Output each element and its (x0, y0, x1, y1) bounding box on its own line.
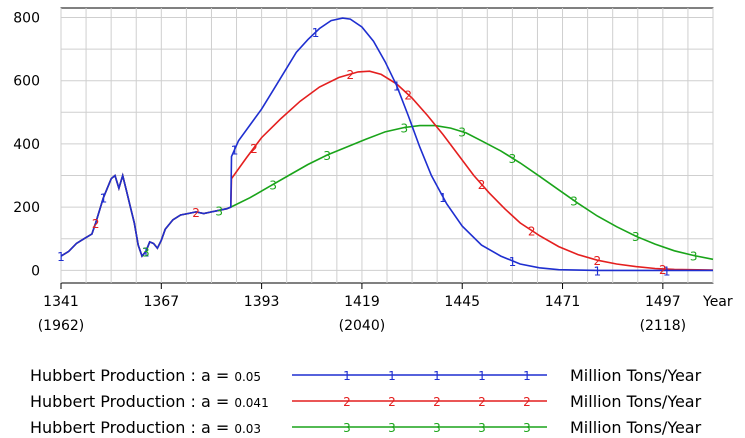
series-1-marker: 1 (663, 264, 671, 278)
legend-swatch-2: 2 2 2 2 2 (292, 395, 547, 409)
series-2-marker: 2 (478, 178, 486, 192)
legend-marker: 2 (523, 395, 531, 409)
series-2-marker: 2 (250, 142, 258, 156)
y-tick-label: 600 (13, 74, 40, 90)
series-1-marker: 1 (509, 255, 517, 269)
x-tick-label: 1341 (43, 294, 79, 310)
series-2-marker: 2 (404, 89, 412, 103)
y-tick-label: 400 (13, 137, 40, 153)
legend-marker: 2 (478, 395, 486, 409)
legend-swatch-3: 3 3 3 3 3 (292, 421, 547, 435)
legend-marker: 3 (523, 421, 531, 435)
legend-marker: 3 (478, 421, 486, 435)
legend-marker: 2 (343, 395, 351, 409)
x-tick-label: 1367 (143, 294, 179, 310)
legend-unit-3: Million Tons/Year (570, 417, 702, 437)
legend-label-2: Hubbert Production : a = (30, 391, 235, 411)
series-3-marker: 3 (458, 126, 466, 140)
series-2-marker: 2 (659, 263, 667, 277)
legend-marker: 1 (478, 369, 486, 383)
legend-marker: 2 (433, 395, 441, 409)
x-tick-label: 1445 (444, 294, 480, 310)
series-2-marker: 2 (528, 225, 536, 239)
y-tick-label: 200 (13, 200, 40, 216)
series-1-marker: 1 (231, 144, 239, 158)
grid (60, 8, 714, 283)
series-1-marker: 1 (439, 191, 447, 205)
series-3-marker: 3 (142, 245, 150, 259)
legend-marker: 1 (388, 369, 396, 383)
series-1-marker: 1 (593, 264, 601, 278)
legend-label-3: Hubbert Production : a = (30, 417, 235, 437)
series-line-1 (60, 17, 713, 272)
legend-marker: 1 (433, 369, 441, 383)
series-1-marker: 1 (57, 250, 65, 264)
x-tick-label: 1393 (244, 294, 280, 310)
legend-row-1: Hubbert Production : a = 0.05 1 1 1 1 1 Mill… (30, 364, 701, 386)
x-axis-label: Year (702, 294, 733, 310)
legend-marker: 3 (343, 421, 351, 435)
x-tick-label: 1419 (344, 294, 380, 310)
x-tick-label: 1471 (545, 294, 581, 310)
y-axis: 0 200 400 600 800 (13, 10, 40, 279)
legend-param-1: 0.05 (234, 369, 262, 384)
series-3-marker: 3 (570, 195, 578, 209)
x-axis: 1341 1367 1393 1419 1445 1471 1497 (1962) (2040)… (38, 283, 686, 334)
legend-swatch-1: 1 1 1 1 1 (292, 369, 547, 383)
series-1-marker: 1 (393, 79, 401, 93)
x-subtick-label: (1962) (38, 318, 85, 334)
series-3-marker: 3 (690, 250, 698, 264)
y-tick-label: 800 (13, 10, 40, 26)
series-3-marker: 3 (509, 152, 517, 166)
series-2-marker: 2 (192, 206, 200, 220)
legend-marker: 3 (388, 421, 396, 435)
series-3-marker: 3 (323, 149, 331, 163)
y-tick-label: 0 (31, 263, 40, 279)
legend-unit-1: Million Tons/Year (570, 365, 702, 385)
legend-row-2: Hubbert Production : a = 0.041 2 2 2 2 2 Mil… (30, 390, 701, 412)
series-1-marker: 1 (100, 192, 108, 206)
legend-row-3: Hubbert Production : a = 0.03 3 3 3 3 3 Mill… (30, 416, 701, 438)
legend-label-1: Hubbert Production : a = (30, 365, 235, 385)
x-subtick-label: (2118) (640, 318, 687, 334)
series-1-marker: 1 (142, 245, 150, 259)
x-tick-label: 1497 (645, 294, 681, 310)
x-subtick-label: (2040) (339, 318, 386, 334)
legend-marker: 2 (388, 395, 396, 409)
series-2-marker: 2 (593, 254, 601, 268)
series-3-marker: 3 (269, 178, 277, 192)
series-lines (60, 17, 714, 272)
series-3-marker: 3 (632, 230, 640, 244)
legend-marker: 1 (523, 369, 531, 383)
legend-param-2: 0.041 (234, 395, 269, 410)
legend-marker: 3 (433, 421, 441, 435)
legend-marker: 1 (343, 369, 351, 383)
legend-param-3: 0.03 (234, 421, 262, 436)
series-3-marker: 3 (215, 204, 223, 218)
series-3-marker: 3 (401, 121, 409, 135)
legend-unit-2: Million Tons/Year (570, 391, 702, 411)
series-2-marker: 2 (92, 217, 100, 231)
series-2-marker: 2 (347, 68, 355, 82)
series-1-marker: 1 (312, 26, 320, 40)
